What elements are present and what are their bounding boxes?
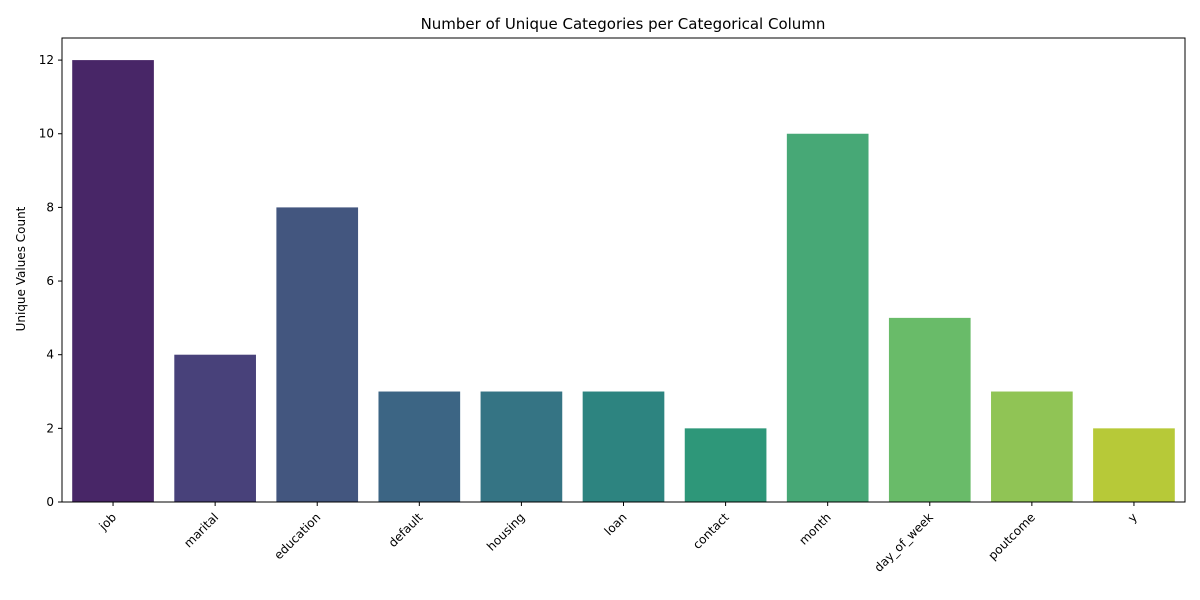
chart-title: Number of Unique Categories per Categori… [421, 15, 826, 33]
y-tick-label: 10 [39, 127, 54, 141]
bar-default [378, 391, 461, 502]
x-tick-label: job [96, 510, 120, 534]
y-tick-label: 12 [39, 53, 54, 67]
x-tick-label: y [1125, 510, 1140, 525]
y-tick-label: 2 [46, 421, 54, 435]
y-tick-label: 8 [46, 200, 54, 214]
bar-y [1093, 428, 1175, 502]
x-tick-label: day_of_week [871, 510, 936, 575]
x-tick-label: housing [484, 510, 527, 553]
bar-marital [174, 354, 256, 502]
x-tick-label: default [386, 510, 426, 550]
bars-group [72, 60, 1175, 502]
x-axis-ticks: job marital education default housing loan con… [96, 502, 1140, 575]
bar-poutcome [991, 391, 1073, 502]
y-tick-label: 6 [46, 274, 54, 288]
bar-education [276, 207, 359, 502]
y-axis-ticks: 0 2 4 6 8 10 12 [39, 53, 62, 509]
plot-frame [61, 37, 1186, 503]
y-axis-label: Unique Values Count [14, 206, 28, 331]
bar-job [72, 60, 154, 502]
bar-housing [480, 391, 563, 502]
x-tick-label: poutcome [985, 510, 1038, 563]
x-tick-label: education [271, 510, 323, 562]
bar-contact [684, 428, 767, 502]
bar-month [786, 133, 869, 502]
x-tick-label: contact [690, 510, 732, 552]
bar-loan [582, 391, 665, 502]
y-tick-label: 0 [46, 495, 54, 509]
x-tick-label: marital [181, 510, 221, 550]
bar-day-of-week [888, 317, 971, 502]
x-tick-label: month [796, 510, 833, 547]
x-tick-label: loan [602, 510, 630, 538]
y-tick-label: 4 [46, 348, 54, 362]
